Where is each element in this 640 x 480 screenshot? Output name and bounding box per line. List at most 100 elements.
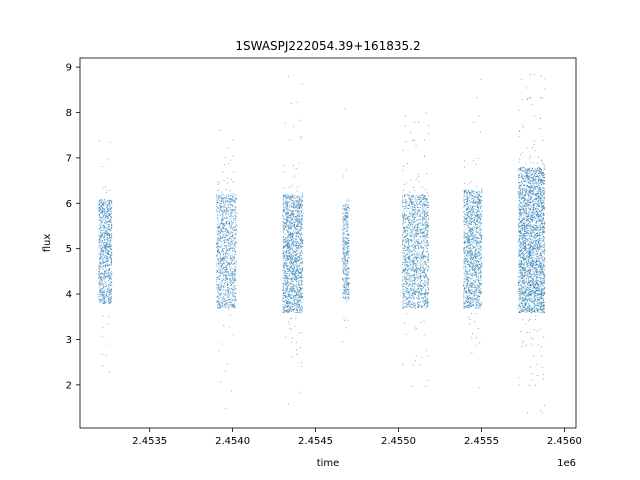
data-point — [297, 236, 299, 238]
data-point — [288, 237, 290, 239]
data-point — [224, 234, 226, 236]
data-point — [282, 221, 284, 223]
data-point — [282, 310, 284, 312]
data-point — [221, 194, 223, 196]
data-point — [229, 262, 231, 264]
data-point — [287, 309, 289, 311]
data-point — [294, 206, 296, 208]
data-point — [233, 254, 235, 256]
data-point — [409, 290, 411, 292]
data-point — [217, 194, 219, 196]
data-point — [344, 241, 346, 243]
data-point — [226, 277, 228, 279]
data-point — [108, 201, 110, 203]
data-point — [406, 274, 408, 276]
data-point — [297, 250, 299, 252]
data-point — [288, 294, 289, 296]
data-point — [220, 244, 222, 246]
data-point — [233, 262, 235, 264]
data-point — [299, 276, 300, 278]
data-point — [413, 283, 415, 284]
data-point — [218, 278, 220, 280]
data-point — [109, 244, 111, 246]
data-point — [428, 380, 430, 381]
data-point — [342, 229, 344, 231]
data-point — [289, 251, 291, 253]
data-point — [425, 212, 427, 214]
data-point — [110, 248, 112, 249]
data-point — [296, 223, 298, 225]
data-point — [107, 237, 109, 239]
data-point — [294, 175, 296, 177]
data-point — [422, 194, 424, 196]
data-point — [422, 235, 424, 237]
data-point — [411, 301, 413, 303]
data-point — [105, 217, 106, 219]
data-point — [288, 243, 290, 245]
data-point — [299, 242, 301, 244]
data-point — [283, 285, 285, 287]
data-point — [103, 209, 105, 211]
data-point — [291, 245, 292, 247]
data-point — [343, 279, 345, 281]
data-point — [286, 229, 288, 231]
data-point — [408, 238, 410, 240]
data-point — [220, 229, 222, 231]
data-point — [291, 310, 292, 312]
data-point — [229, 273, 231, 275]
data-point — [98, 276, 100, 278]
data-point — [289, 206, 291, 208]
data-point — [289, 225, 291, 227]
data-point — [346, 283, 348, 285]
data-point — [222, 302, 224, 304]
data-point — [343, 290, 345, 292]
data-point — [402, 219, 404, 221]
data-point — [108, 229, 110, 231]
data-point — [216, 279, 218, 281]
data-point — [288, 273, 290, 275]
data-point — [291, 356, 293, 358]
data-point — [99, 268, 101, 270]
data-point — [107, 213, 109, 215]
data-point — [293, 251, 294, 253]
data-point — [342, 212, 344, 214]
data-point — [218, 245, 220, 247]
data-point — [226, 302, 227, 304]
data-point — [293, 164, 294, 166]
data-point — [283, 298, 285, 300]
data-point — [286, 250, 288, 252]
data-point — [107, 252, 108, 254]
data-point — [416, 243, 418, 245]
data-point — [288, 220, 290, 222]
data-point — [404, 269, 406, 271]
data-point — [347, 319, 348, 321]
data-point — [345, 244, 347, 246]
data-point — [107, 264, 109, 266]
data-point — [219, 239, 221, 241]
data-point — [419, 302, 420, 304]
data-point — [101, 233, 103, 235]
data-point — [294, 245, 296, 246]
data-point — [419, 270, 421, 272]
data-point — [413, 276, 415, 278]
data-point — [235, 197, 237, 199]
data-point — [292, 222, 293, 224]
data-point — [294, 271, 296, 273]
data-point — [418, 298, 419, 300]
data-point — [412, 236, 414, 238]
data-point — [408, 212, 410, 214]
data-point — [422, 263, 424, 265]
data-point — [100, 273, 102, 275]
data-point — [220, 288, 222, 290]
data-point — [294, 279, 296, 281]
data-point — [287, 242, 289, 244]
data-point — [406, 237, 408, 239]
data-point — [98, 207, 100, 209]
data-point — [415, 355, 417, 357]
data-point — [234, 209, 236, 211]
data-point — [291, 289, 292, 291]
data-point — [235, 216, 237, 218]
data-point — [297, 304, 299, 306]
data-point — [424, 211, 426, 213]
data-point — [299, 237, 301, 239]
